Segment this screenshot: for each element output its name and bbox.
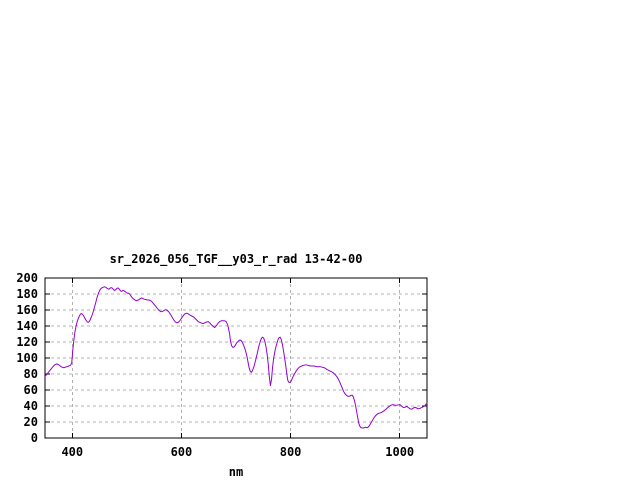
x-tick-label: 600 bbox=[170, 445, 193, 459]
x-axis-unit-label: nm bbox=[228, 465, 244, 479]
y-tick-label: 0 bbox=[30, 431, 38, 445]
y-tick-label: 100 bbox=[16, 351, 38, 365]
y-tick-label: 40 bbox=[23, 399, 38, 413]
y-tick-label: 80 bbox=[23, 367, 38, 381]
x-tick-label: 800 bbox=[279, 445, 302, 459]
data-curve bbox=[44, 286, 428, 429]
chart-title: sr_2026_056_TGF__y03_r_rad 13-42-00 bbox=[109, 252, 363, 266]
y-tick-label: 120 bbox=[16, 335, 38, 349]
y-tick-label: 160 bbox=[16, 303, 38, 317]
y-tick-label: 200 bbox=[16, 271, 38, 285]
y-tick-label: 180 bbox=[16, 287, 38, 301]
y-tick-label: 20 bbox=[23, 415, 38, 429]
y-tick-label: 140 bbox=[16, 319, 38, 333]
y-tick-label: 60 bbox=[23, 383, 38, 397]
x-tick-label: 400 bbox=[61, 445, 84, 459]
x-tick-label: 1000 bbox=[385, 445, 415, 459]
